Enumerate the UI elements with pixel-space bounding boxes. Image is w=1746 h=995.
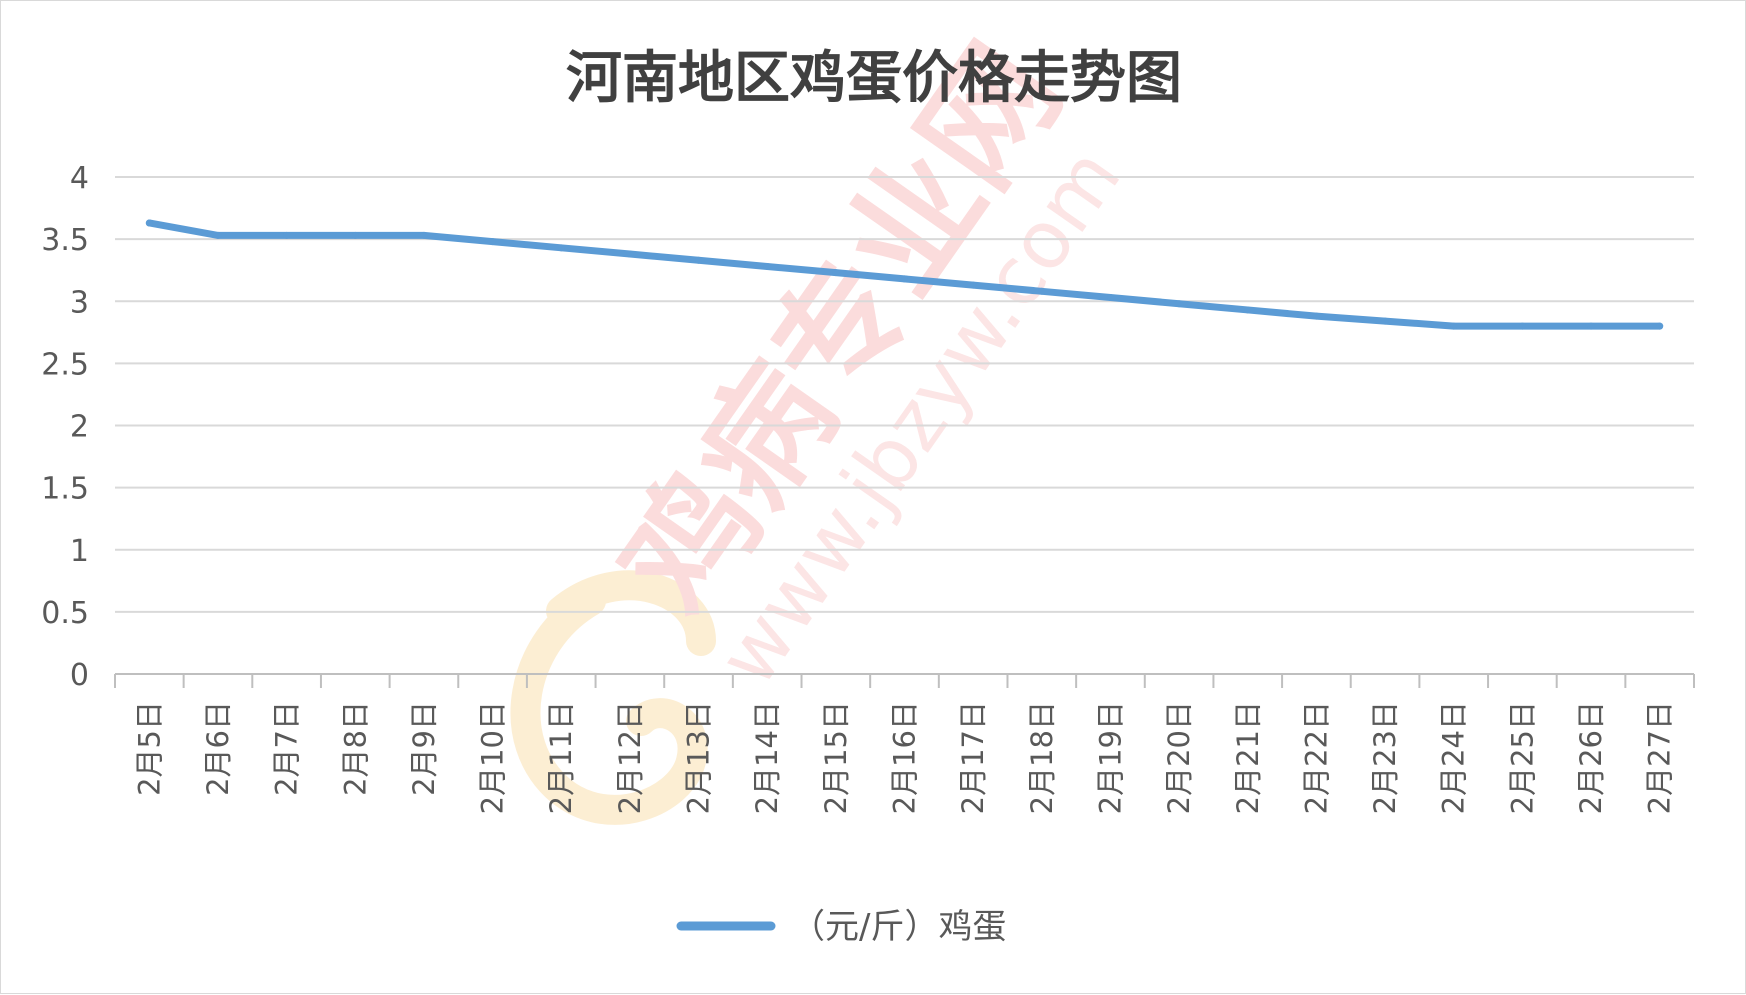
y-tick-label: 2.5 xyxy=(41,347,89,382)
x-tick-label: 2月10日 xyxy=(476,701,510,814)
data-point xyxy=(1038,287,1046,295)
x-tick-label: 2月20日 xyxy=(1162,701,1196,814)
x-tick-label: 2月8日 xyxy=(338,701,372,796)
x-tick-label: 2月17日 xyxy=(956,701,990,814)
y-tick-label: 4 xyxy=(70,161,89,196)
data-point xyxy=(489,238,497,246)
x-tick-label: 2月25日 xyxy=(1505,701,1539,814)
watermark: 鸡病专业网 www.jbzyw.com xyxy=(510,19,1139,825)
data-point xyxy=(901,275,908,283)
x-tick-label: 2月15日 xyxy=(819,701,853,814)
x-axis: 2月5日 2月6日 2月7日 2月8日 2月9日 2月10日 2月11日 2月12日 2月13日… xyxy=(114,673,1695,814)
y-tick-label: 0.5 xyxy=(41,596,89,631)
y-tick-label: 3.5 xyxy=(41,223,89,258)
data-point xyxy=(1175,300,1183,308)
y-tick-label: 3 xyxy=(70,285,89,320)
data-point xyxy=(145,219,153,227)
legend-label: （元/斤）鸡蛋 xyxy=(791,907,1006,947)
data-point xyxy=(1106,294,1114,302)
x-tick-label: 2月18日 xyxy=(1025,701,1059,814)
x-tick-label: 2月13日 xyxy=(682,701,716,814)
series-layer xyxy=(145,219,1664,330)
data-point xyxy=(695,256,703,264)
y-tick-label: 1 xyxy=(70,534,89,569)
x-tick-label: 2月23日 xyxy=(1368,701,1402,814)
data-point xyxy=(420,231,428,239)
data-point xyxy=(557,244,565,252)
grid-lines xyxy=(115,176,1694,613)
x-tick-label: 2月19日 xyxy=(1093,701,1127,814)
data-point xyxy=(969,281,977,289)
data-point xyxy=(763,262,771,270)
y-tick-label: 0 xyxy=(70,658,89,693)
data-point xyxy=(832,269,840,277)
y-tick-label: 2 xyxy=(70,410,89,445)
x-tick-label: 2月11日 xyxy=(544,701,578,814)
data-point xyxy=(1587,322,1595,330)
data-point xyxy=(1518,322,1526,330)
x-tick-label: 2月24日 xyxy=(1437,701,1471,814)
data-point xyxy=(1312,312,1320,320)
data-point xyxy=(283,231,291,239)
data-point xyxy=(1450,322,1458,330)
y-axis: 0 0.5 1 1.5 2 2.5 3 3.5 4 xyxy=(41,161,89,693)
x-tick-label: 2月26日 xyxy=(1574,701,1608,814)
x-tick-label: 2月14日 xyxy=(750,701,784,814)
y-tick-label: 1.5 xyxy=(41,472,89,507)
x-tick-label: 2月7日 xyxy=(270,701,304,796)
data-point xyxy=(626,250,634,258)
x-tick-label: 2月16日 xyxy=(888,701,922,814)
data-point xyxy=(351,231,359,239)
x-tick-label: 2月22日 xyxy=(1299,701,1333,814)
data-point xyxy=(1244,306,1252,314)
x-tick-label: 2月12日 xyxy=(613,701,647,814)
data-point xyxy=(1381,317,1389,325)
legend: （元/斤）鸡蛋 xyxy=(676,907,1006,947)
x-tick-label: 2月27日 xyxy=(1643,701,1677,814)
data-point xyxy=(1656,322,1664,330)
x-tick-label: 2月9日 xyxy=(407,701,441,796)
x-tick-label: 2月5日 xyxy=(132,701,166,796)
chart-title: 河南地区鸡蛋价格走势图 xyxy=(566,46,1182,111)
x-tick-label: 2月21日 xyxy=(1231,701,1265,814)
x-tick-label: 2月6日 xyxy=(201,701,235,796)
data-point xyxy=(214,231,222,239)
